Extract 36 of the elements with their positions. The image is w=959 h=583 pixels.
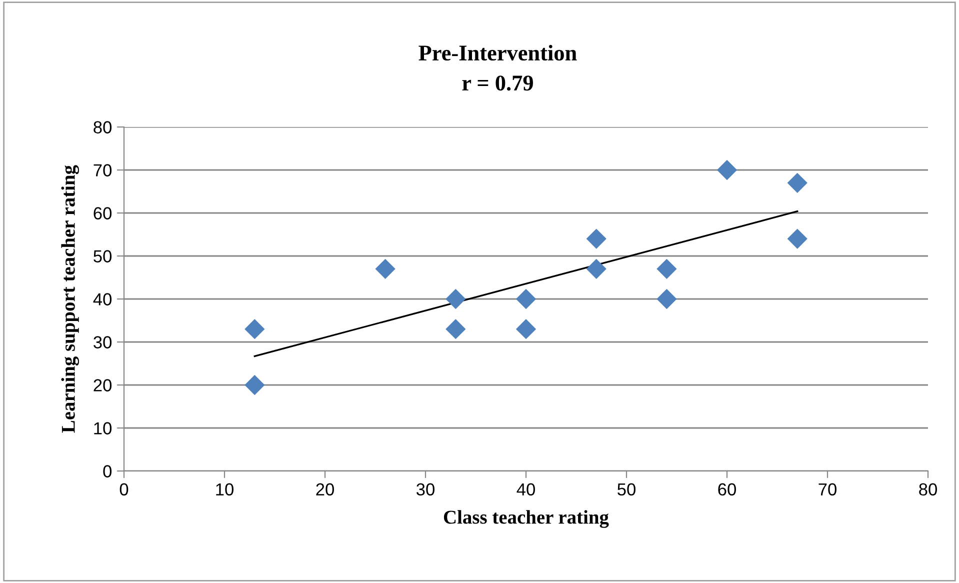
y-tick-label: 80 — [94, 121, 112, 134]
y-tick-label: 50 — [94, 250, 112, 262]
x-tick-label: 20 — [316, 483, 334, 496]
x-tick-label: 60 — [718, 483, 736, 496]
point — [586, 258, 606, 279]
point — [787, 172, 808, 193]
x-axis-title: Class teacher rating — [444, 510, 609, 528]
chart-title: Pre-Intervention — [418, 44, 577, 61]
point — [787, 228, 808, 249]
chart-subtitle: r = 0.79 — [462, 76, 533, 91]
point — [586, 228, 606, 249]
point — [717, 160, 737, 180]
point — [244, 375, 265, 395]
point — [446, 319, 466, 340]
y-tick-label: 30 — [94, 336, 112, 348]
x-tick-label: 10 — [216, 483, 234, 496]
x-tick-label: 50 — [618, 483, 636, 496]
y-tick-label: 10 — [94, 422, 112, 434]
point — [656, 258, 677, 279]
y-tick-label: 40 — [93, 293, 112, 306]
y-tick-label: 60 — [94, 207, 112, 220]
x-tick-label: 70 — [818, 483, 836, 496]
x-tick-label: 30 — [416, 483, 434, 496]
point — [516, 319, 536, 340]
point — [375, 258, 396, 279]
x-tick-label: 40 — [516, 483, 535, 496]
point — [516, 289, 536, 309]
y-axis-title: Learning support teacher rating — [61, 165, 79, 433]
point — [656, 289, 677, 309]
y-tick-label: 20 — [94, 379, 112, 392]
x-tick-label: 0 — [120, 483, 128, 496]
y-tick-label: 0 — [103, 465, 112, 478]
point — [244, 319, 265, 340]
y-tick-label: 70 — [94, 164, 112, 176]
point — [446, 289, 466, 309]
x-tick-label: 80 — [919, 483, 937, 496]
